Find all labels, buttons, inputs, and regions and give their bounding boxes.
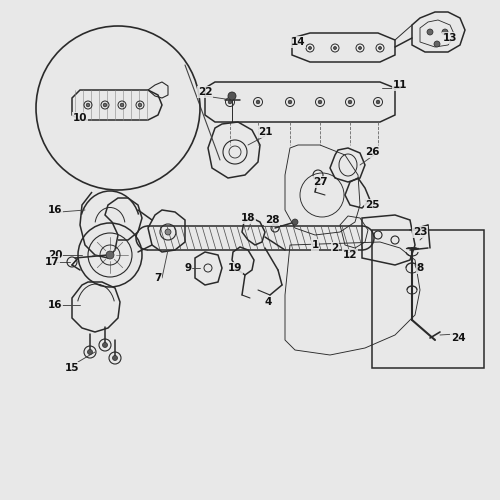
Text: 17: 17 — [44, 257, 60, 267]
Text: 16: 16 — [48, 205, 62, 215]
Circle shape — [106, 251, 114, 259]
Text: 8: 8 — [416, 263, 424, 273]
Circle shape — [292, 219, 298, 225]
Circle shape — [358, 46, 362, 50]
Text: 18: 18 — [241, 213, 256, 223]
Circle shape — [308, 46, 312, 50]
Text: 28: 28 — [265, 215, 279, 225]
Circle shape — [228, 100, 232, 104]
Circle shape — [228, 92, 236, 100]
Text: 13: 13 — [443, 33, 457, 43]
Text: 16: 16 — [48, 300, 62, 310]
Text: 10: 10 — [73, 113, 88, 123]
Circle shape — [165, 229, 171, 235]
Circle shape — [348, 100, 352, 104]
Text: 9: 9 — [184, 263, 192, 273]
Text: 23: 23 — [413, 227, 427, 237]
Text: 27: 27 — [312, 177, 328, 187]
Text: 22: 22 — [198, 87, 212, 97]
Circle shape — [427, 29, 433, 35]
Text: 15: 15 — [65, 363, 79, 373]
Text: 26: 26 — [365, 147, 380, 157]
Text: 12: 12 — [343, 250, 357, 260]
Text: 19: 19 — [228, 263, 242, 273]
Circle shape — [102, 342, 108, 347]
Circle shape — [86, 103, 90, 107]
Circle shape — [442, 29, 448, 35]
Text: 25: 25 — [365, 200, 380, 210]
Circle shape — [138, 103, 142, 107]
Circle shape — [112, 356, 117, 360]
Circle shape — [434, 41, 440, 47]
Circle shape — [288, 100, 292, 104]
Text: 14: 14 — [290, 37, 306, 47]
Text: 24: 24 — [450, 333, 466, 343]
Text: 4: 4 — [264, 297, 272, 307]
Circle shape — [318, 100, 322, 104]
Text: 2: 2 — [332, 243, 338, 253]
Circle shape — [103, 103, 107, 107]
Bar — [372, 230, 484, 368]
Circle shape — [334, 46, 336, 50]
Text: 21: 21 — [258, 127, 272, 137]
Circle shape — [256, 100, 260, 104]
Circle shape — [376, 100, 380, 104]
Circle shape — [378, 46, 382, 50]
Circle shape — [120, 103, 124, 107]
Text: 7: 7 — [154, 273, 162, 283]
Circle shape — [88, 350, 92, 354]
Text: 1: 1 — [312, 240, 318, 250]
Text: 11: 11 — [393, 80, 407, 90]
Text: 20: 20 — [48, 250, 62, 260]
